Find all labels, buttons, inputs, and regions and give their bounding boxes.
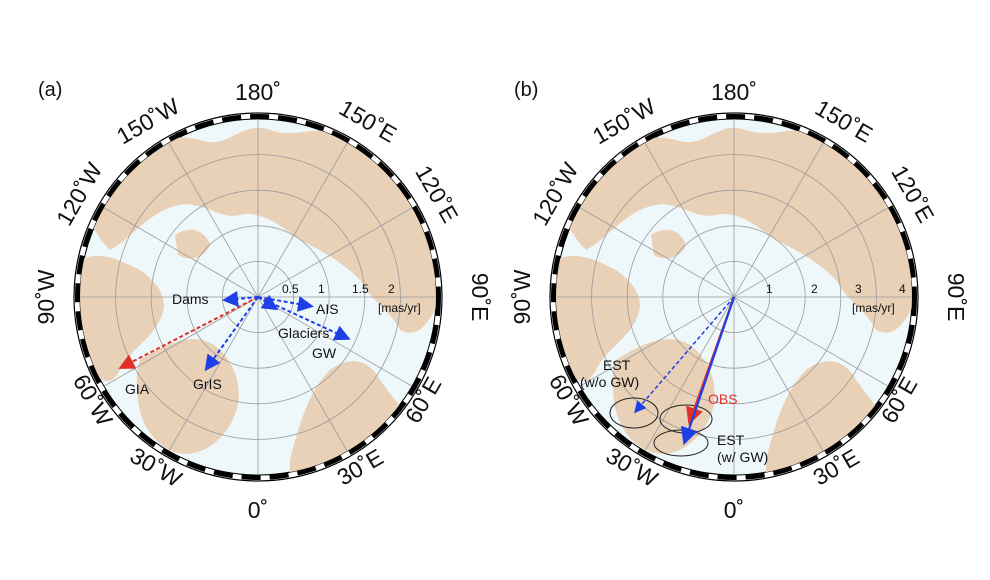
gris-vector [204, 296, 259, 372]
obs-label: OBS [708, 391, 738, 407]
map-frame-ticks [551, 114, 917, 480]
est-wo-gw-label-line1: EST [603, 357, 631, 373]
panel-a-label: (a) [38, 79, 62, 101]
unit-label: [mas/yr] [378, 301, 421, 315]
ring-label-2: 2 [388, 282, 395, 296]
glaciers-label: Glaciers [278, 325, 329, 341]
lon-label-90e: 90˚E [467, 273, 493, 322]
ring-label-1-5: 1.5 [352, 282, 369, 296]
ring-label-1: 1 [766, 282, 773, 296]
panel-b-label: (b) [514, 79, 538, 101]
lon-label-0: 0˚ [248, 497, 268, 523]
ring-label-1: 1 [318, 282, 325, 296]
vectors-a [118, 290, 351, 372]
lon-label-180: 180˚ [235, 79, 281, 105]
est-w-gw-vector [680, 296, 736, 446]
dams-label: Dams [172, 291, 209, 307]
lon-label-180: 180˚ [711, 79, 757, 105]
gia-label: GIA [125, 381, 150, 397]
ellipse-est-wo-gw [609, 397, 659, 429]
glaciers-vector [257, 294, 279, 311]
dams-vector [222, 290, 259, 307]
ring-label-4: 4 [899, 282, 906, 296]
lon-label-90w: 90˚W [33, 269, 59, 324]
panel-b: (b) 1 2 3 4 [mas/yr] [509, 79, 969, 523]
ring-label-2: 2 [811, 282, 818, 296]
unit-label: [mas/yr] [852, 301, 895, 315]
lon-label-90e: 90˚E [943, 273, 969, 322]
lon-label-0: 0˚ [724, 497, 744, 523]
gris-label: GrIS [193, 376, 222, 392]
ais-label: AIS [316, 301, 339, 317]
est-wo-gw-label-line2: (w/o GW) [580, 374, 639, 390]
ring-label-0-5: 0.5 [282, 282, 299, 296]
gw-label: GW [312, 345, 337, 361]
panel-a: (a) [33, 79, 493, 523]
ring-label-3: 3 [855, 282, 862, 296]
est-wo-gw-vector [634, 296, 735, 414]
map-frame-ticks [75, 114, 441, 480]
land-masses [80, 128, 436, 475]
gia-vector [118, 296, 259, 369]
lon-label-90w: 90˚W [509, 269, 535, 324]
est-w-gw-label-line2: (w/ GW) [717, 449, 768, 465]
est-w-gw-label-line1: EST [717, 432, 745, 448]
